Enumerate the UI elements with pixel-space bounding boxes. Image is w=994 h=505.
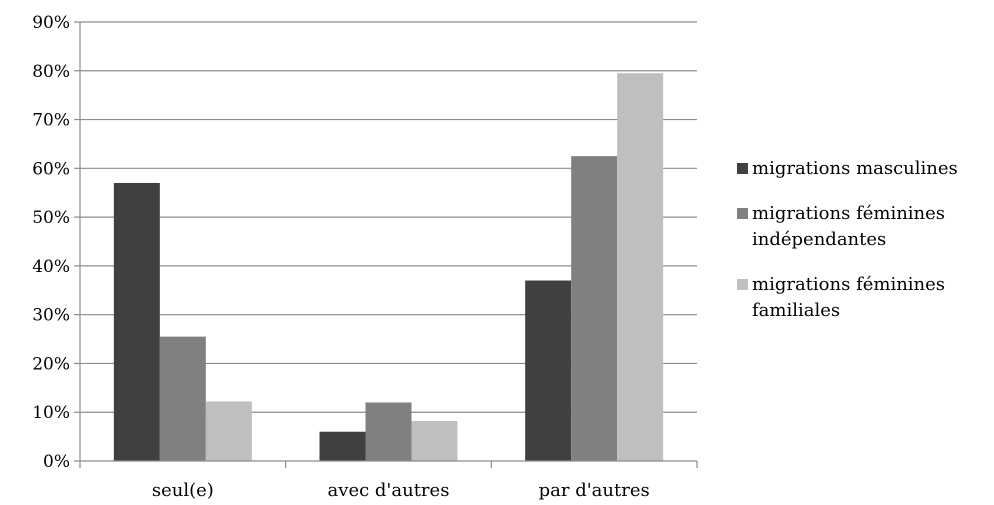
bar bbox=[205, 401, 252, 461]
bar bbox=[365, 402, 412, 461]
bar bbox=[319, 431, 366, 461]
bar bbox=[113, 182, 160, 461]
legend-swatch bbox=[737, 208, 748, 219]
y-tick-label: 20% bbox=[32, 354, 70, 374]
x-tick-label: par d'autres bbox=[539, 480, 650, 501]
x-axis-labels: seul(e) avec d'autres par d'autres bbox=[152, 480, 650, 501]
y-tick-label: 40% bbox=[32, 257, 70, 277]
y-tick-label: 0% bbox=[43, 452, 70, 472]
y-tick-label: 50% bbox=[32, 208, 70, 228]
x-tick-label: avec d'autres bbox=[328, 480, 450, 501]
bar bbox=[571, 156, 618, 461]
y-tick-label: 90% bbox=[32, 13, 70, 33]
bar bbox=[617, 73, 664, 461]
axes bbox=[79, 22, 698, 468]
y-tick-label: 30% bbox=[32, 306, 70, 326]
y-axis-ticks: 0% 10% 20% 30% 40% 50% 60% 70% 80% 90% bbox=[32, 13, 80, 472]
bars bbox=[113, 73, 664, 461]
bar bbox=[525, 280, 572, 461]
legend-item-feminines-familiales: migrations féminines familiales bbox=[737, 272, 994, 324]
legend-item-feminines-independantes: migrations féminines indépendantes bbox=[737, 201, 994, 253]
legend-label: migrations féminines familiales bbox=[752, 274, 946, 321]
legend-label: migrations masculines bbox=[752, 158, 958, 179]
legend-label: migrations féminines indépendantes bbox=[752, 203, 946, 250]
legend-swatch bbox=[737, 163, 748, 174]
x-tick-label: seul(e) bbox=[152, 480, 214, 501]
y-tick-label: 70% bbox=[32, 111, 70, 131]
y-tick-label: 60% bbox=[32, 159, 70, 179]
y-tick-label: 80% bbox=[32, 62, 70, 82]
y-tick-label: 10% bbox=[32, 403, 70, 423]
legend-swatch bbox=[737, 279, 748, 290]
legend: migrations masculines migrations féminin… bbox=[737, 156, 994, 343]
bar bbox=[411, 421, 458, 461]
bar bbox=[159, 336, 206, 461]
legend-item-masculines: migrations masculines bbox=[737, 156, 994, 182]
